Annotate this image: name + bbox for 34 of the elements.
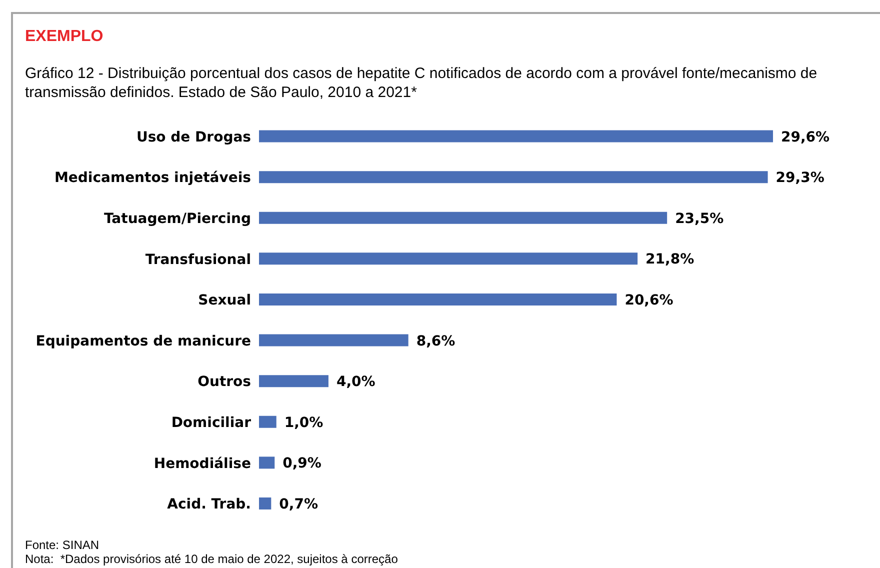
bar	[259, 334, 408, 346]
data-label: 21,8%	[646, 252, 694, 268]
bar	[259, 416, 276, 428]
y-tick-label: Hemodiálise	[154, 456, 251, 472]
bar	[259, 293, 617, 306]
data-label: 23,5%	[675, 210, 724, 227]
y-tick-label: Domiciliar	[171, 414, 252, 431]
y-tick-label: Transfusional	[145, 252, 251, 268]
bar	[259, 252, 638, 265]
y-tick-label: Sexual	[198, 292, 251, 309]
data-label: 4,0%	[336, 374, 376, 390]
text: EXEMPLO	[25, 28, 104, 46]
bar	[259, 130, 773, 142]
bar	[259, 171, 768, 184]
bar	[259, 497, 272, 510]
bar	[259, 456, 275, 469]
data-label: 8,6%	[416, 333, 456, 350]
chart-title: Gráfico 12 - Distribuição porcentual dos casos de hepatite C notificados de acordo com a provável fonte/mecanismo de transmissão definidos. Estado de São Paulo, 2010 a 2021*	[25, 64, 818, 102]
data-label: 29,6%	[781, 129, 830, 146]
data-label: 1,0%	[284, 414, 324, 431]
data-label: 0,9%	[282, 456, 322, 472]
bar	[259, 212, 668, 224]
data-label: 29,3%	[776, 170, 824, 186]
y-tick-label: Outros	[198, 374, 251, 390]
data-label: 0,7%	[279, 496, 318, 512]
y-tick-label: Uso de Drogas	[136, 129, 251, 146]
data-label: 20,6%	[624, 292, 674, 308]
text: Nota: *Dados provisórios até 10 de maio de 2022, sujeitos à correção	[25, 552, 398, 566]
source-note: Fonte: SINAN	[25, 538, 100, 552]
y-tick-label: Equipamentos de manicure	[36, 333, 251, 350]
y-tick-label: Tatuagem/Piercing	[104, 210, 251, 227]
bar	[259, 375, 328, 388]
y-tick-label: Acid. Trab.	[167, 496, 251, 513]
y-tick-label: Medicamentos injetáveis	[54, 170, 251, 186]
